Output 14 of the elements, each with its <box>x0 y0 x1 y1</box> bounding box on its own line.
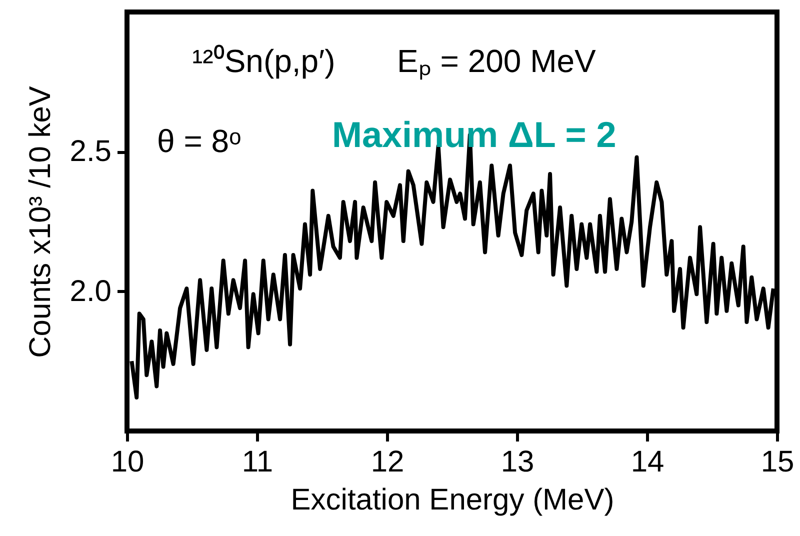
annotation: Maximum ΔL = 2 <box>332 114 616 155</box>
y-axis-title: Counts x10³ /10 keV <box>24 86 57 358</box>
x-tick-label: 14 <box>630 446 664 478</box>
y-tick-label: 2.5 <box>70 135 112 168</box>
x-tick-label: 15 <box>760 446 794 478</box>
x-axis-title: Excitation Energy (MeV) <box>290 484 614 516</box>
annotation: Eₚ = 200 MeV <box>397 43 597 80</box>
x-tick-label: 13 <box>500 446 534 478</box>
annotation: ¹²⁰Sn(p,p′) <box>192 43 336 79</box>
y-tick-label: 2.0 <box>70 274 112 308</box>
x-tick-label: 12 <box>370 446 404 478</box>
annotation: θ = 8ᵒ <box>157 123 242 159</box>
x-tick-label: 10 <box>110 446 144 478</box>
x-tick-label: 11 <box>242 446 274 478</box>
